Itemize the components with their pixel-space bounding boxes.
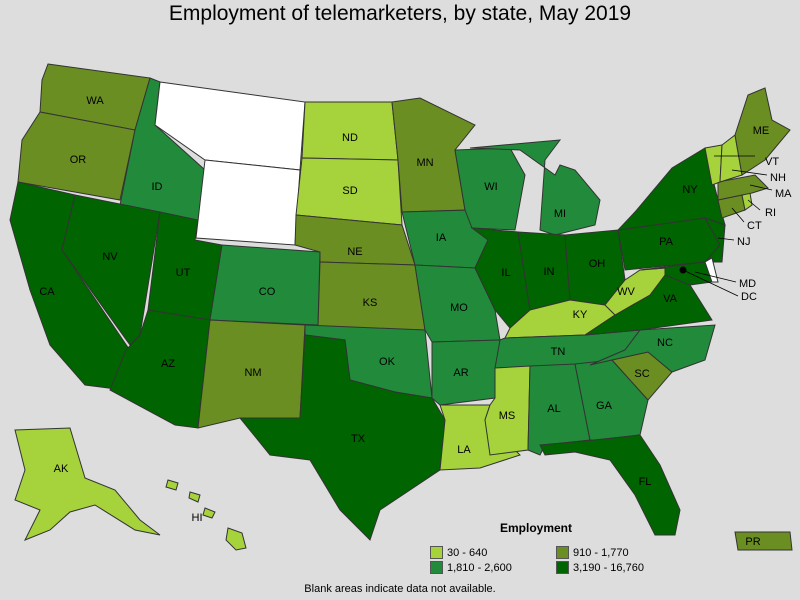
state-OR xyxy=(17,111,136,201)
label-NY: NY xyxy=(682,184,698,196)
label-IN: IN xyxy=(544,266,555,278)
label-AR: AR xyxy=(453,367,468,379)
label-FL: FL xyxy=(639,476,652,488)
legend-swatch-1 xyxy=(430,546,443,559)
leader-NH xyxy=(731,169,768,176)
label-IL: IL xyxy=(501,267,510,279)
legend-swatch-2 xyxy=(556,546,569,559)
state-HI-3 xyxy=(188,491,201,503)
label-ND: ND xyxy=(342,132,358,144)
leader-DC xyxy=(682,269,739,297)
legend-label-1: 30 - 640 xyxy=(447,546,488,559)
label-MO: MO xyxy=(450,302,468,314)
label-NM: NM xyxy=(244,367,261,379)
state-PR xyxy=(734,531,793,551)
label-IA: IA xyxy=(436,232,447,244)
label-AZ: AZ xyxy=(161,358,175,370)
label-MN: MN xyxy=(416,157,433,169)
label-DC: DC xyxy=(741,291,757,303)
state-ME xyxy=(734,87,791,176)
state-WY xyxy=(195,159,301,246)
legend-item-1: 30 - 640 xyxy=(430,546,487,559)
label-CO: CO xyxy=(259,286,276,298)
state-TX xyxy=(238,334,446,541)
label-MD: MD xyxy=(739,278,756,290)
legend-item-3: 1,810 - 2,600 xyxy=(430,561,512,574)
label-OR: OR xyxy=(70,154,87,166)
map-title: Employment of telemarketers, by state, M… xyxy=(168,2,632,25)
label-AL: AL xyxy=(547,403,560,415)
label-CA: CA xyxy=(39,286,55,298)
state-AR xyxy=(431,339,501,406)
label-NC: NC xyxy=(657,337,673,349)
label-WA: WA xyxy=(86,95,104,107)
label-PA: PA xyxy=(659,236,674,248)
label-AK: AK xyxy=(54,463,69,475)
legend-label-3: 1,810 - 2,600 xyxy=(447,561,512,574)
label-OK: OK xyxy=(379,356,396,368)
label-CT: CT xyxy=(747,220,762,232)
label-NH: NH xyxy=(770,172,786,184)
label-RI: RI xyxy=(765,207,776,219)
leader-MA xyxy=(749,184,773,191)
legend-label-2: 910 - 1,770 xyxy=(573,546,629,559)
footnote: Blank areas indicate data not available. xyxy=(304,583,496,595)
label-WV: WV xyxy=(617,286,635,298)
label-MA: MA xyxy=(775,188,792,200)
leader-MD xyxy=(694,271,737,283)
state-NC xyxy=(589,324,716,373)
state-HI-2 xyxy=(202,507,216,519)
leader-NJ xyxy=(717,237,735,241)
label-KY: KY xyxy=(573,309,588,321)
state-HI xyxy=(225,527,247,551)
label-NE: NE xyxy=(347,246,362,258)
legend-swatch-4 xyxy=(556,561,569,574)
legend-item-2: 910 - 1,770 xyxy=(556,546,629,559)
label-ME: ME xyxy=(753,125,770,137)
label-TX: TX xyxy=(351,433,366,445)
state-CO xyxy=(209,244,321,326)
label-TN: TN xyxy=(551,346,566,358)
label-PR: PR xyxy=(745,536,760,548)
legend-label-4: 3,190 - 16,760 xyxy=(573,561,644,574)
label-MI: MI xyxy=(554,208,566,220)
legend-title: Employment xyxy=(500,521,573,535)
label-UT: UT xyxy=(176,267,191,279)
state-HI-4 xyxy=(165,479,179,491)
leader-RI xyxy=(747,199,761,211)
label-VT: VT xyxy=(765,156,779,168)
label-SC: SC xyxy=(634,368,649,380)
label-NJ: NJ xyxy=(737,236,750,248)
state-MA xyxy=(717,174,769,201)
label-LA: LA xyxy=(457,444,471,456)
leader-CT xyxy=(731,207,745,223)
label-GA: GA xyxy=(596,400,613,412)
label-VA: VA xyxy=(663,293,678,305)
legend-swatch-3 xyxy=(430,561,443,574)
legend-item-4: 3,190 - 16,760 xyxy=(556,561,644,574)
label-SD: SD xyxy=(342,185,357,197)
label-WI: WI xyxy=(484,181,497,193)
label-OH: OH xyxy=(589,258,606,270)
state-KS xyxy=(317,261,426,331)
label-HI: HI xyxy=(192,512,203,524)
state-ND xyxy=(301,101,399,161)
state-MI xyxy=(469,139,601,236)
state-FL xyxy=(539,434,681,536)
state-AK xyxy=(14,427,161,541)
label-ID: ID xyxy=(152,181,163,193)
label-NV: NV xyxy=(102,251,118,263)
label-KS: KS xyxy=(363,297,378,309)
label-MS: MS xyxy=(499,410,516,422)
